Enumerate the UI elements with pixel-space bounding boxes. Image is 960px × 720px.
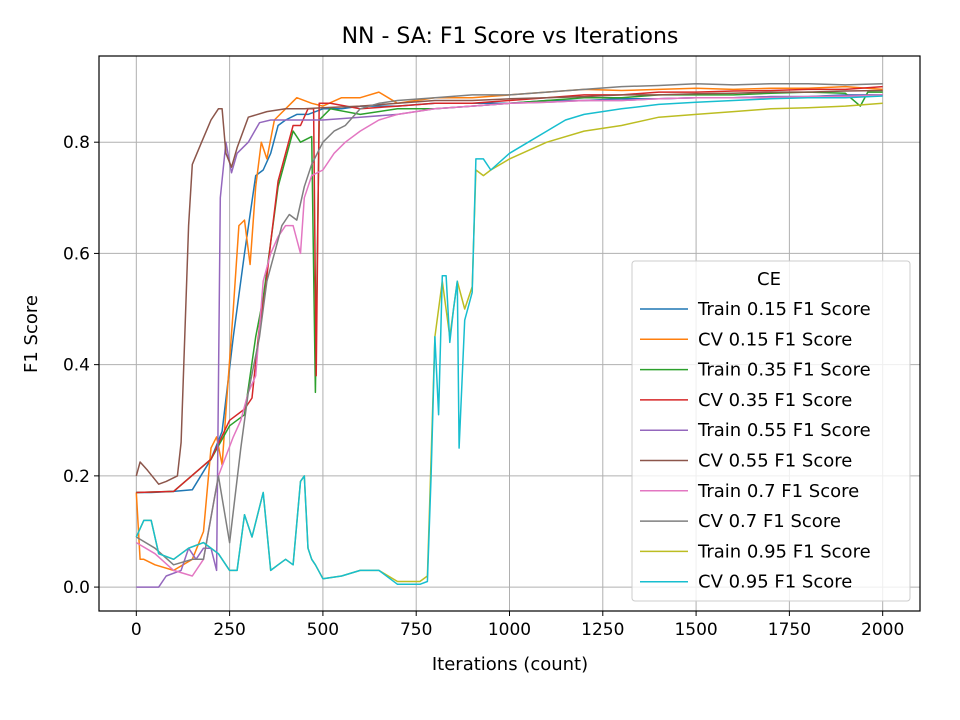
x-tick-label: 750	[400, 620, 432, 640]
x-tick-label: 1500	[674, 620, 717, 640]
series-line	[135, 95, 883, 586]
series-line	[135, 94, 883, 577]
y-tick-label: 0.2	[63, 467, 90, 487]
y-tick-label: 0.4	[63, 356, 90, 376]
legend-entry-label: Train 0.15 F1 Score	[697, 299, 871, 320]
y-axis-label: F1 Score	[21, 295, 42, 373]
chart-title: NN - SA: F1 Score vs Iterations	[342, 24, 679, 49]
y-tick-label: 0.0	[63, 578, 90, 598]
series-line	[136, 85, 883, 494]
legend-entry-label: Train 0.95 F1 Score	[697, 541, 871, 562]
series-line	[136, 91, 883, 494]
y-tick-label: 0.8	[63, 133, 90, 153]
x-tick-label: 250	[213, 620, 245, 640]
legend-box	[631, 260, 911, 602]
legend-entry-label: CV 0.15 F1 Score	[698, 329, 852, 350]
series-line	[135, 89, 883, 485]
legend-entry-label: Train 0.55 F1 Score	[697, 420, 871, 441]
x-tick-label: 1250	[581, 620, 624, 640]
axis-ticks: 0 250 500 750 1000 1250 1500 1750 2000 0.0 0.2 0.4 0…	[63, 133, 904, 640]
series-line	[135, 83, 883, 566]
x-tick-label: 2000	[861, 620, 904, 640]
x-tick-label: 500	[307, 620, 339, 640]
legend: CE Train 0.15 F1 Score CV 0.15 F1 Score Tra…	[631, 260, 911, 602]
x-tick-label: 1000	[488, 620, 531, 640]
legend-entry-label: Train 0.7 F1 Score	[697, 481, 859, 502]
legend-entry-label: CV 0.95 F1 Score	[698, 572, 852, 593]
series-line	[135, 85, 883, 572]
legend-entry-label: CV 0.55 F1 Score	[698, 451, 852, 472]
legend-entry-label: CV 0.35 F1 Score	[698, 390, 852, 411]
plot-area	[135, 83, 883, 588]
x-tick-label: 1750	[768, 620, 811, 640]
x-axis-label: Iterations (count)	[432, 654, 588, 675]
legend-entry-label: Train 0.35 F1 Score	[697, 360, 871, 381]
y-tick-label: 0.6	[63, 244, 90, 264]
legend-entry-label: CV 0.7 F1 Score	[698, 511, 841, 532]
legend-title: CE	[757, 269, 781, 290]
x-tick-label: 0	[131, 620, 142, 640]
